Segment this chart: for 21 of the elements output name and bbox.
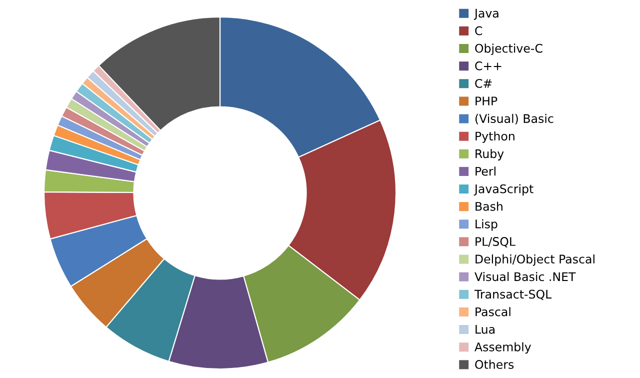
legend-label: Python: [476, 131, 514, 143]
legend-label: Visual Basic .NET: [474, 272, 576, 282]
legend-label: PHP: [476, 96, 498, 106]
legend-label: Lua: [476, 325, 494, 334]
legend-label: Bash: [476, 202, 502, 211]
legend-label: Pascal: [476, 307, 510, 316]
legend-label: Objective-C: [475, 44, 542, 56]
legend-label: C#: [475, 78, 492, 88]
legend-label: JavaScript: [474, 184, 534, 196]
legend-label: PL/SQL: [476, 237, 516, 248]
legend-label: (Visual) Basic: [475, 114, 554, 124]
legend-label: Perl: [476, 166, 496, 176]
legend-label: Delphi/Object Pascal: [476, 254, 594, 266]
legend-label: Java: [474, 8, 498, 20]
legend-label: C: [475, 26, 482, 36]
legend-label: Ruby: [476, 149, 504, 160]
legend-label: Others: [475, 360, 514, 369]
legend-label: Lisp: [476, 219, 498, 231]
legend-label: C++: [475, 61, 502, 70]
legend-label: Transact-SQL: [474, 290, 552, 300]
legend-label: Assembly: [474, 342, 532, 354]
